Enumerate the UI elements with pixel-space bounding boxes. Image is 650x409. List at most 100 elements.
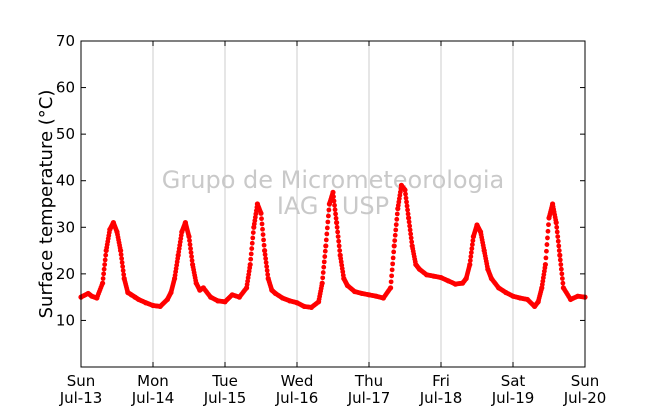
data-point-fill xyxy=(468,250,474,255)
data-point xyxy=(330,189,336,195)
data-point-fill xyxy=(325,213,331,219)
data-point-fill xyxy=(407,223,413,229)
data-point-fill xyxy=(558,262,564,267)
data-point-fill xyxy=(332,207,338,213)
data-point-fill xyxy=(261,237,266,243)
data-point-fill xyxy=(120,264,126,269)
data-point xyxy=(334,220,340,226)
data-point xyxy=(323,243,329,249)
x-tick-date-label: Jul-18 xyxy=(419,389,463,407)
data-point-fill xyxy=(389,267,395,273)
data-point-fill xyxy=(405,211,411,217)
data-point-fill xyxy=(556,248,562,253)
data-point-fill xyxy=(323,237,329,243)
data-point-fill xyxy=(119,256,125,261)
data-point-fill xyxy=(554,229,560,235)
data-point-fill xyxy=(403,191,408,197)
x-tick-day-label: Mon xyxy=(137,372,169,390)
x-tick-date-label: Jul-14 xyxy=(131,389,175,407)
x-tick-day-label: Tue xyxy=(211,372,238,390)
temperature-series xyxy=(78,182,588,310)
y-tick-label: 40 xyxy=(56,172,75,190)
data-point-fill xyxy=(261,242,267,248)
data-point-fill xyxy=(555,238,561,244)
data-point-fill xyxy=(389,273,395,279)
data-point-fill xyxy=(333,215,339,221)
data-point xyxy=(402,187,408,193)
data-point-fill xyxy=(559,276,565,281)
data-point-fill xyxy=(409,239,415,245)
x-tick-day-label: Sun xyxy=(571,372,600,390)
data-point-fill xyxy=(188,246,193,251)
data-point-fill xyxy=(390,255,396,261)
data-point-fill xyxy=(248,256,254,262)
data-point xyxy=(247,261,253,268)
data-point-fill xyxy=(259,216,264,222)
data-point xyxy=(391,243,397,249)
x-tick-day-label: Thu xyxy=(354,372,383,390)
data-point-fill xyxy=(262,252,268,257)
data-point-fill xyxy=(260,232,266,238)
watermark-line-1: Grupo de Micrometeorologia xyxy=(162,166,504,194)
data-point-fill xyxy=(467,258,473,263)
data-point xyxy=(186,234,192,240)
data-point-fill xyxy=(546,222,551,228)
data-point-fill xyxy=(335,229,341,235)
data-point xyxy=(258,210,264,216)
data-point-fill xyxy=(265,272,271,277)
data-point-fill xyxy=(555,234,561,240)
data-point-fill xyxy=(407,227,413,233)
x-tick-date-label: Jul-17 xyxy=(347,389,391,407)
data-point-fill xyxy=(405,207,410,213)
y-tick-label: 30 xyxy=(56,218,75,236)
y-axis-label: Surface temperature (°C) xyxy=(36,90,57,319)
data-point xyxy=(542,261,549,268)
data-point-fill xyxy=(391,249,397,255)
data-point-fill xyxy=(103,252,109,258)
data-point-fill xyxy=(321,259,327,265)
data-point xyxy=(467,261,473,268)
data-point-fill xyxy=(331,194,336,200)
plot-frame xyxy=(80,40,586,368)
data-point-fill xyxy=(263,260,269,265)
data-point-fill xyxy=(469,246,475,251)
x-tick-day-label: Fri xyxy=(432,372,450,390)
data-point-fill xyxy=(264,264,270,269)
data-point-fill xyxy=(101,266,107,272)
data-point-fill xyxy=(560,280,566,286)
data-point-fill xyxy=(334,224,340,230)
data-point-fill xyxy=(336,243,342,249)
data-point-fill xyxy=(468,254,474,259)
data-point-fill xyxy=(337,248,343,253)
data-point xyxy=(388,285,394,291)
data-point-fill xyxy=(119,260,125,265)
data-point-fill xyxy=(403,195,409,201)
data-point-fill xyxy=(392,238,398,243)
data-point-fill xyxy=(393,227,399,233)
data-point-fill xyxy=(408,231,414,237)
data-point-fill xyxy=(102,257,108,263)
data-point-fill xyxy=(388,279,394,285)
data-point-fill xyxy=(336,238,342,244)
data-point-fill xyxy=(249,246,255,251)
data-point-fill xyxy=(404,199,409,205)
data-point-fill xyxy=(260,226,265,232)
data-point xyxy=(557,252,563,258)
data-point-fill xyxy=(408,235,414,241)
data-point-fill xyxy=(118,252,124,257)
data-point xyxy=(262,247,268,254)
data-point-fill xyxy=(322,248,328,254)
data-point-fill xyxy=(250,235,256,241)
data-point-fill xyxy=(469,242,475,247)
data-point-fill xyxy=(558,266,564,272)
data-point-fill xyxy=(392,232,398,238)
data-point-fill xyxy=(393,222,399,228)
data-point-fill xyxy=(324,225,330,231)
x-tick-day-label: Sun xyxy=(67,372,96,390)
x-tick-day-label: Wed xyxy=(281,372,314,390)
data-point-fill xyxy=(264,268,270,273)
data-point-fill xyxy=(250,230,256,236)
data-point-fill xyxy=(325,219,331,225)
data-point-fill xyxy=(248,251,254,257)
